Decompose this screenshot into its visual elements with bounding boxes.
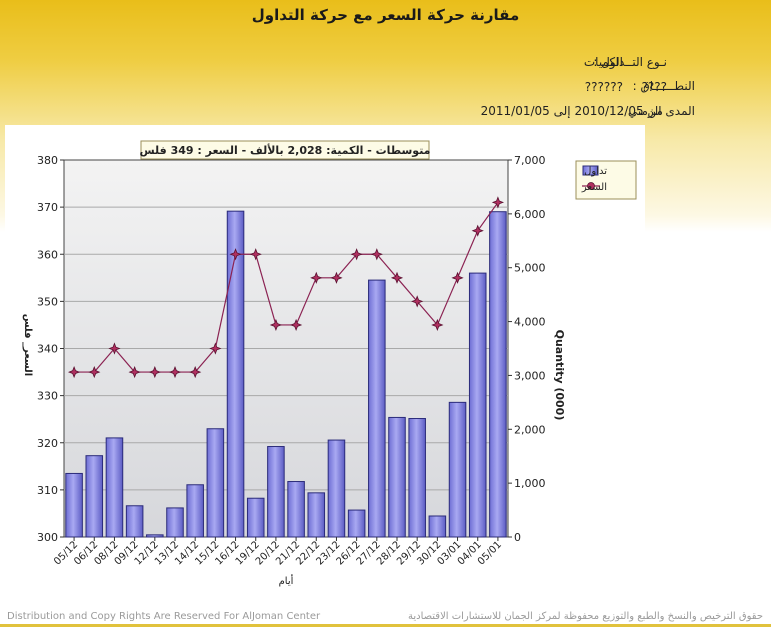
bar-12/12 bbox=[146, 534, 164, 538]
bar-08/12 bbox=[105, 437, 124, 538]
y-left-tick-label: 310 bbox=[37, 484, 58, 497]
bottom-border bbox=[0, 624, 771, 627]
bar-23/12 bbox=[327, 439, 346, 538]
page-title: مقارنة حركة السعر مع حركة التداول bbox=[251, 6, 520, 24]
y-left-axis-title: السعر_ فلس bbox=[22, 314, 33, 376]
y-right-tick-label: 5,000 bbox=[514, 262, 546, 275]
price-point-05/12 bbox=[67, 365, 81, 379]
y-left-tick-label: 340 bbox=[37, 343, 58, 356]
legend-line-label: السعر bbox=[581, 182, 607, 193]
price-point-27/12 bbox=[370, 248, 383, 261]
bar-20/12 bbox=[267, 446, 285, 538]
price-point-16/12 bbox=[229, 248, 242, 261]
bar-06/12 bbox=[85, 455, 104, 538]
price-point-08/12 bbox=[108, 342, 121, 355]
footer-copyright-ar: حقوق الترخيص والنسخ والطبع والتوزيع محفو… bbox=[407, 611, 763, 622]
bar-13/12 bbox=[166, 507, 184, 538]
price-point-26/12 bbox=[350, 248, 363, 261]
bar-26/12 bbox=[347, 509, 366, 538]
period-label: المدى الزمني : bbox=[620, 104, 695, 118]
annotation-text: متوسطات - الكمية: 2,028 بالألف - السعر :… bbox=[140, 143, 431, 157]
y-left-tick-label: 330 bbox=[37, 390, 58, 403]
bar-04/01 bbox=[468, 272, 487, 538]
price-point-09/12 bbox=[128, 365, 141, 379]
trade-type-label: نـوع التــداول : bbox=[593, 55, 667, 69]
sector-label: النطــــــاق : bbox=[632, 79, 695, 93]
bar-28/12 bbox=[388, 416, 406, 538]
bar-15/12 bbox=[206, 428, 225, 538]
legend-bar-label: تداول bbox=[584, 166, 607, 177]
chart-canvas: 300 310 320 330 340 350 360 370 380 0 1,000 2,000 3,… bbox=[22, 140, 637, 587]
y-left-tick-label: 360 bbox=[37, 248, 58, 261]
price-point-06/12 bbox=[88, 365, 101, 379]
price-point-29/12 bbox=[411, 295, 424, 308]
price-point-04/01 bbox=[471, 224, 484, 237]
y-right-tick-label: 2,000 bbox=[514, 423, 546, 436]
price-point-21/12 bbox=[289, 318, 303, 332]
price-point-22/12 bbox=[310, 271, 323, 284]
trade-type-value: الكميات bbox=[583, 55, 623, 69]
bar-05/12 bbox=[65, 472, 83, 538]
chart-legend: تداول السعر bbox=[575, 160, 637, 200]
y-right-tick-label: 0 bbox=[514, 531, 521, 544]
y-left-tick-label: 320 bbox=[37, 437, 58, 450]
footer-copyright-en: Distribution and Copy Rights Are Reserve… bbox=[7, 611, 321, 622]
price-point-20/12 bbox=[269, 318, 283, 332]
legend-bar-swatch bbox=[582, 165, 599, 176]
chart-annotation: متوسطات - الكمية: 2,028 بالألف - السعر :… bbox=[140, 140, 431, 160]
bar-21/12 bbox=[287, 481, 305, 538]
y-left-tick-label: 300 bbox=[37, 531, 58, 544]
y-left-tick-label: 370 bbox=[37, 201, 58, 214]
sector-value-1: ???? bbox=[641, 80, 667, 94]
bar-19/12 bbox=[246, 497, 265, 538]
bar-30/12 bbox=[428, 515, 447, 538]
bar-29/12 bbox=[408, 418, 426, 538]
price-point-13/12 bbox=[168, 365, 182, 379]
bar-27/12 bbox=[368, 279, 386, 538]
y-left-tick-label: 350 bbox=[37, 295, 58, 308]
price-point-23/12 bbox=[330, 271, 343, 284]
y-right-tick-label: 7,000 bbox=[514, 154, 546, 167]
y-right-axis-title: Quantity (000) bbox=[553, 330, 566, 421]
chart-panel: 300 310 320 330 340 350 360 370 380 0 1,000 2,000 3,… bbox=[5, 125, 645, 595]
y-right-tick-label: 1,000 bbox=[514, 477, 546, 490]
price-point-03/01 bbox=[451, 271, 464, 284]
bar-09/12 bbox=[125, 505, 144, 538]
price-point-19/12 bbox=[249, 248, 262, 261]
sector-value-2: ?????? bbox=[584, 80, 623, 94]
y-right-tick-label: 4,000 bbox=[514, 316, 546, 329]
bar-03/01 bbox=[448, 401, 467, 538]
bar-14/12 bbox=[186, 484, 204, 538]
period-value: من 2010/12/05 إلى 2011/01/05 bbox=[480, 104, 663, 118]
price-point-30/12 bbox=[431, 318, 444, 332]
y-right-tick-label: 6,000 bbox=[514, 208, 546, 221]
x-axis-title: أيام bbox=[279, 574, 294, 587]
price-point-05/01 bbox=[491, 196, 505, 209]
price-point-28/12 bbox=[390, 271, 404, 284]
bar-22/12 bbox=[307, 492, 326, 538]
price-point-14/12 bbox=[189, 365, 202, 379]
bar-05/01 bbox=[489, 211, 507, 538]
y-left-tick-label: 380 bbox=[37, 154, 58, 167]
price-point-15/12 bbox=[209, 342, 222, 355]
y-right-tick-label: 3,000 bbox=[514, 369, 546, 382]
price-line bbox=[74, 202, 499, 373]
legend-line-marker bbox=[587, 182, 595, 190]
price-point-12/12 bbox=[148, 365, 161, 379]
